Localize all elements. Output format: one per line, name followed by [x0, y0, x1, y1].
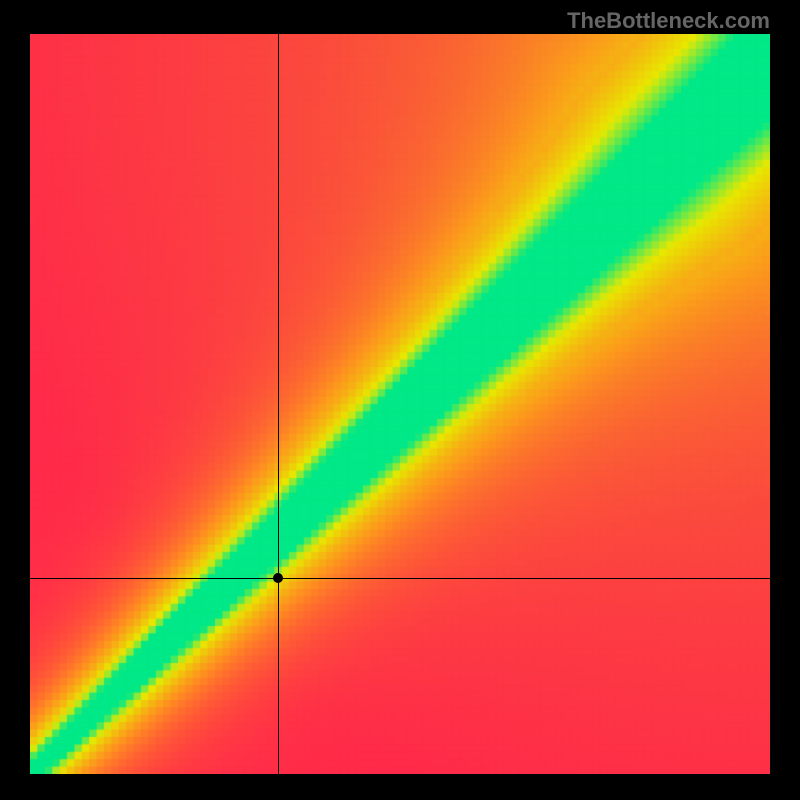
plot-area: [30, 34, 770, 774]
marker-dot: [273, 573, 283, 583]
crosshair-vertical: [278, 34, 279, 774]
crosshair-horizontal: [30, 578, 770, 579]
heatmap-canvas: [30, 34, 770, 774]
watermark-text: TheBottleneck.com: [567, 8, 770, 34]
